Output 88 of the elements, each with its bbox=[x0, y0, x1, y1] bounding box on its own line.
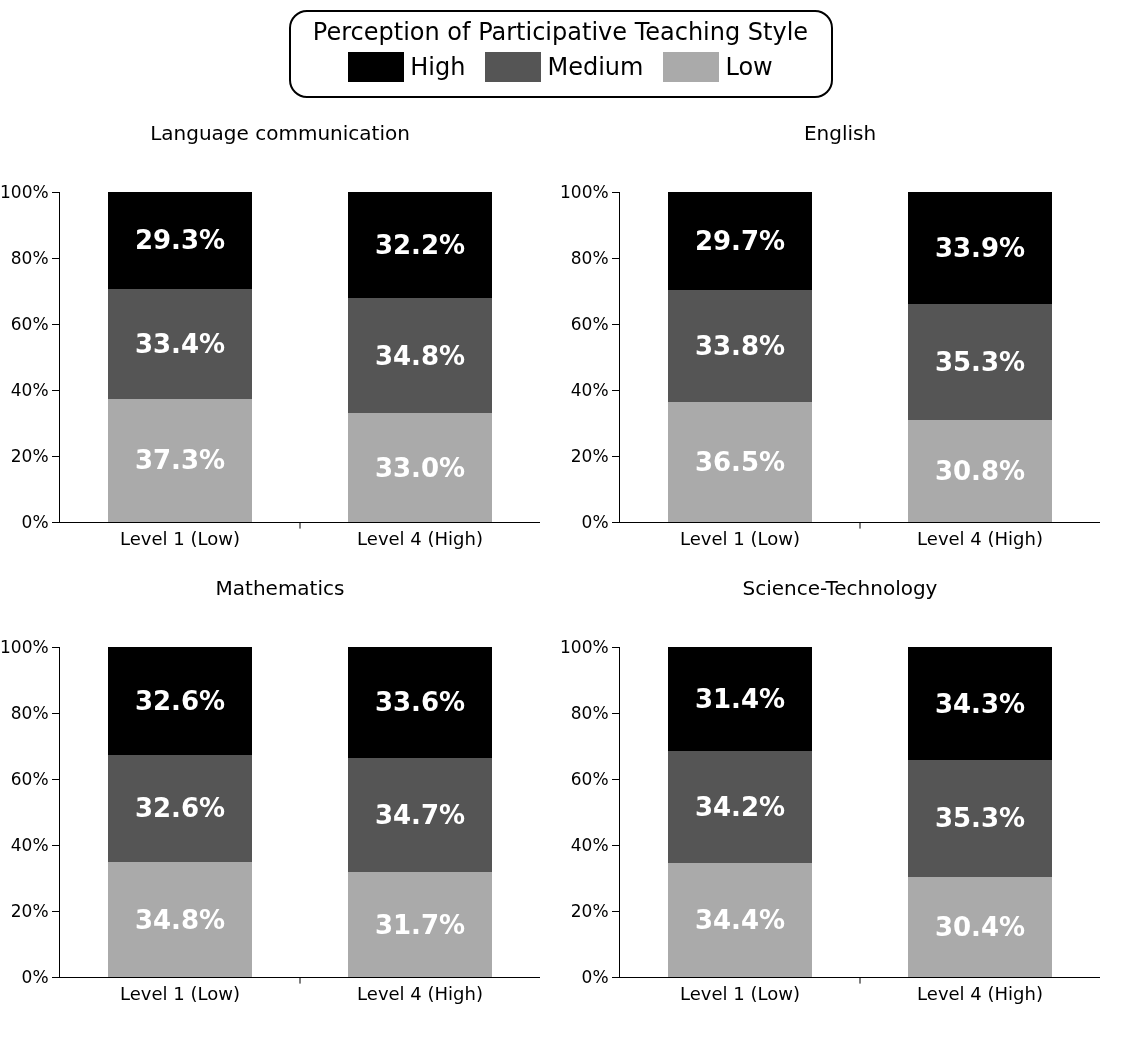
bar bbox=[908, 876, 1052, 977]
data-label: 34.4% bbox=[694, 905, 786, 936]
bar bbox=[348, 413, 492, 522]
x-tick-label: Level 4 (High) bbox=[917, 527, 1043, 549]
data-label: 29.7% bbox=[694, 226, 786, 257]
data-label: 34.7% bbox=[374, 800, 466, 831]
legend-label: High bbox=[410, 53, 466, 81]
x-tick-label: Level 4 (High) bbox=[917, 982, 1043, 1004]
y-tick-label: 60% bbox=[570, 313, 609, 334]
data-label: 35.3% bbox=[934, 347, 1026, 378]
bar bbox=[668, 401, 812, 522]
data-label: 33.4% bbox=[134, 328, 226, 359]
data-label: 31.4% bbox=[694, 683, 786, 714]
chart-title: Mathematics bbox=[215, 575, 345, 600]
x-tick-label: Level 1 (Low) bbox=[680, 982, 800, 1004]
y-tick-label: 40% bbox=[570, 379, 609, 400]
y-tick-label: 20% bbox=[570, 900, 609, 921]
data-label: 33.6% bbox=[374, 687, 466, 718]
bar bbox=[348, 298, 492, 414]
bar bbox=[108, 647, 252, 755]
bar bbox=[348, 872, 492, 977]
bar bbox=[108, 288, 252, 399]
y-tick-label: 100% bbox=[559, 181, 609, 202]
bar bbox=[668, 192, 812, 291]
data-label: 33.9% bbox=[934, 232, 1026, 263]
data-label: 31.7% bbox=[374, 909, 466, 940]
data-label: 30.4% bbox=[934, 911, 1026, 942]
bar bbox=[908, 192, 1052, 304]
x-tick-label: Level 4 (High) bbox=[357, 982, 483, 1004]
y-tick-label: 80% bbox=[570, 247, 609, 268]
legend-title: Perception of Participative Teaching Style bbox=[311, 18, 810, 46]
data-label: 30.8% bbox=[934, 456, 1026, 487]
data-label: 33.8% bbox=[694, 330, 786, 361]
bar bbox=[668, 290, 812, 402]
chart-title: Science-Technology bbox=[742, 575, 938, 600]
y-tick-label: 20% bbox=[570, 445, 609, 466]
bar bbox=[348, 192, 492, 299]
y-tick-label: 80% bbox=[570, 702, 609, 723]
data-label: 36.5% bbox=[694, 446, 786, 477]
y-tick-label: 40% bbox=[570, 834, 609, 855]
bar bbox=[668, 750, 812, 864]
y-tick-label: 40% bbox=[10, 834, 49, 855]
y-tick-label: 20% bbox=[10, 900, 49, 921]
data-label: 35.3% bbox=[934, 803, 1026, 834]
y-tick-label: 60% bbox=[570, 768, 609, 789]
legend-label: Low bbox=[725, 53, 773, 81]
y-tick-label: 0% bbox=[581, 966, 609, 987]
data-label: 32.2% bbox=[374, 230, 466, 261]
bar bbox=[108, 862, 252, 977]
data-label: 34.8% bbox=[374, 340, 466, 371]
chart-title: English bbox=[803, 120, 877, 145]
x-tick-label: Level 1 (Low) bbox=[120, 982, 240, 1004]
bar bbox=[348, 757, 492, 873]
data-label: 32.6% bbox=[134, 793, 226, 824]
y-tick-label: 0% bbox=[21, 966, 49, 987]
data-label: 32.6% bbox=[134, 685, 226, 716]
x-tick-label: Level 4 (High) bbox=[357, 527, 483, 549]
bar bbox=[108, 398, 252, 522]
data-label: 33.0% bbox=[374, 452, 466, 483]
x-tick-label: Level 1 (Low) bbox=[120, 527, 240, 549]
bar bbox=[668, 647, 812, 751]
y-tick-label: 100% bbox=[0, 636, 49, 657]
y-tick-label: 60% bbox=[10, 313, 49, 334]
y-tick-label: 100% bbox=[0, 181, 49, 202]
y-tick-label: 0% bbox=[21, 511, 49, 532]
bar bbox=[108, 754, 252, 863]
y-tick-label: 80% bbox=[10, 702, 49, 723]
bar bbox=[908, 647, 1052, 761]
bar bbox=[908, 420, 1052, 522]
chart-title: Language communication bbox=[150, 120, 410, 145]
data-label: 34.8% bbox=[134, 904, 226, 935]
x-tick-label: Level 1 (Low) bbox=[680, 527, 800, 549]
data-label: 29.3% bbox=[134, 225, 226, 256]
legend-label: Medium bbox=[547, 53, 644, 81]
bar bbox=[908, 303, 1052, 421]
bar bbox=[348, 647, 492, 758]
y-tick-label: 0% bbox=[581, 511, 609, 532]
bar bbox=[108, 192, 252, 289]
y-tick-label: 100% bbox=[559, 636, 609, 657]
y-tick-label: 80% bbox=[10, 247, 49, 268]
data-label: 37.3% bbox=[134, 445, 226, 476]
bar bbox=[908, 760, 1052, 877]
data-label: 34.3% bbox=[934, 688, 1026, 719]
y-tick-label: 60% bbox=[10, 768, 49, 789]
y-tick-label: 40% bbox=[10, 379, 49, 400]
bar bbox=[668, 863, 812, 977]
data-label: 34.2% bbox=[694, 792, 786, 823]
y-tick-label: 20% bbox=[10, 445, 49, 466]
